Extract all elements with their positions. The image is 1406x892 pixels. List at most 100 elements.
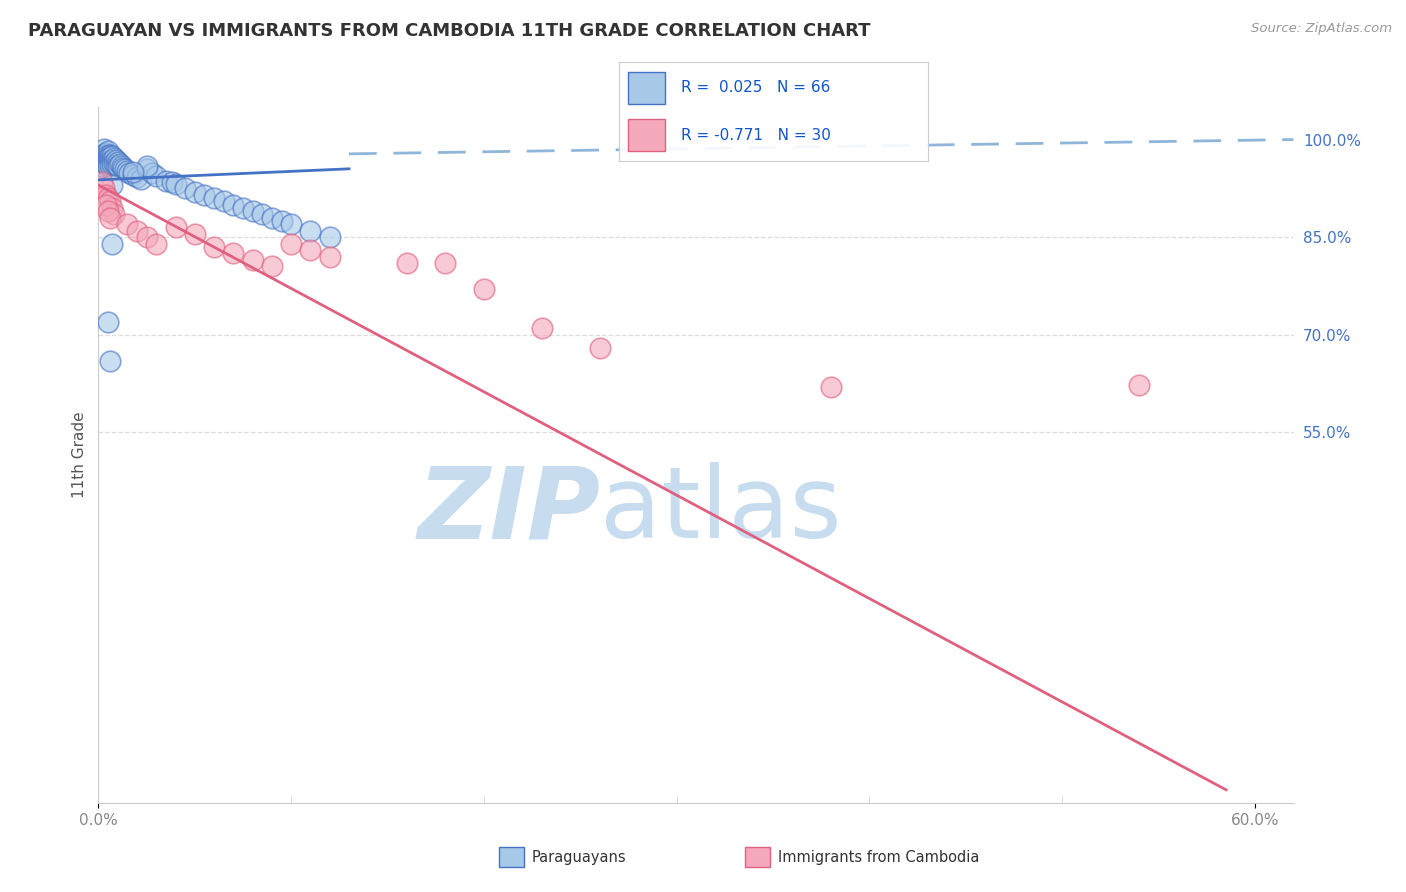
Point — [1128, 378, 1150, 392]
Point — [145, 236, 167, 251]
Point — [97, 204, 120, 219]
Point — [530, 321, 553, 335]
Text: R = -0.771   N = 30: R = -0.771 N = 30 — [681, 128, 831, 143]
Point — [91, 152, 114, 166]
Text: Paraguayans: Paraguayans — [531, 850, 626, 864]
Point — [94, 197, 117, 211]
Point — [107, 159, 129, 173]
Point — [93, 160, 115, 174]
Point — [93, 146, 115, 161]
Point — [319, 230, 342, 244]
Point — [260, 260, 283, 274]
Point — [93, 154, 115, 169]
Point — [184, 227, 207, 241]
Point — [160, 176, 183, 190]
Point — [193, 188, 215, 202]
Point — [97, 315, 120, 329]
Point — [118, 166, 141, 180]
Point — [202, 191, 225, 205]
Point — [117, 163, 139, 178]
FancyBboxPatch shape — [628, 72, 665, 103]
Text: Source: ZipAtlas.com: Source: ZipAtlas.com — [1251, 22, 1392, 36]
Text: ZIP: ZIP — [418, 462, 600, 559]
Point — [299, 224, 322, 238]
Point — [184, 185, 207, 199]
Point — [91, 175, 114, 189]
Point — [104, 158, 127, 172]
Point — [94, 145, 117, 160]
Point — [222, 197, 245, 211]
Point — [270, 214, 292, 228]
Point — [125, 224, 148, 238]
Point — [103, 152, 125, 166]
Point — [107, 154, 129, 169]
Point — [93, 142, 115, 156]
Point — [117, 217, 139, 231]
Point — [212, 194, 235, 209]
Point — [97, 148, 120, 162]
Point — [101, 156, 124, 170]
Point — [280, 217, 302, 231]
Point — [98, 211, 121, 225]
Point — [98, 154, 121, 169]
Point — [122, 165, 145, 179]
Point — [94, 187, 117, 202]
Point — [91, 159, 114, 173]
Point — [98, 353, 121, 368]
Point — [94, 157, 117, 171]
Point — [242, 252, 264, 267]
Point — [122, 169, 145, 183]
Point — [174, 181, 197, 195]
Point — [112, 161, 135, 175]
Point — [135, 230, 157, 244]
Point — [93, 181, 115, 195]
Text: Immigrants from Cambodia: Immigrants from Cambodia — [778, 850, 979, 864]
Point — [97, 191, 120, 205]
Point — [299, 243, 322, 257]
Point — [165, 220, 187, 235]
Point — [98, 150, 121, 164]
Point — [97, 152, 120, 166]
FancyBboxPatch shape — [628, 120, 665, 151]
Point — [110, 159, 132, 173]
Point — [472, 282, 495, 296]
Point — [94, 149, 117, 163]
Point — [97, 155, 120, 169]
Point — [319, 250, 342, 264]
Point — [108, 156, 131, 170]
Point — [395, 256, 418, 270]
Point — [97, 144, 120, 158]
Point — [101, 149, 124, 163]
Point — [588, 341, 610, 355]
Point — [93, 151, 115, 165]
Point — [101, 153, 124, 167]
Point — [103, 207, 125, 221]
Point — [434, 256, 457, 270]
Point — [820, 379, 842, 393]
Point — [260, 211, 283, 225]
Point — [145, 169, 167, 183]
Point — [202, 240, 225, 254]
Text: R =  0.025   N = 66: R = 0.025 N = 66 — [681, 80, 830, 95]
Point — [232, 201, 254, 215]
Point — [129, 172, 152, 186]
Point — [98, 194, 121, 209]
Point — [101, 178, 124, 192]
Point — [103, 156, 125, 170]
Point — [98, 147, 121, 161]
Text: PARAGUAYAN VS IMMIGRANTS FROM CAMBODIA 11TH GRADE CORRELATION CHART: PARAGUAYAN VS IMMIGRANTS FROM CAMBODIA 1… — [28, 22, 870, 40]
Point — [141, 166, 163, 180]
Point — [91, 149, 114, 163]
Point — [242, 204, 264, 219]
Point — [114, 162, 136, 177]
Point — [91, 155, 114, 169]
Text: atlas: atlas — [600, 462, 842, 559]
Point — [165, 178, 187, 192]
Point — [94, 153, 117, 168]
Point — [135, 161, 157, 176]
Point — [125, 170, 148, 185]
Point — [101, 236, 124, 251]
Point — [101, 201, 124, 215]
Point — [222, 246, 245, 260]
Point — [97, 159, 120, 173]
